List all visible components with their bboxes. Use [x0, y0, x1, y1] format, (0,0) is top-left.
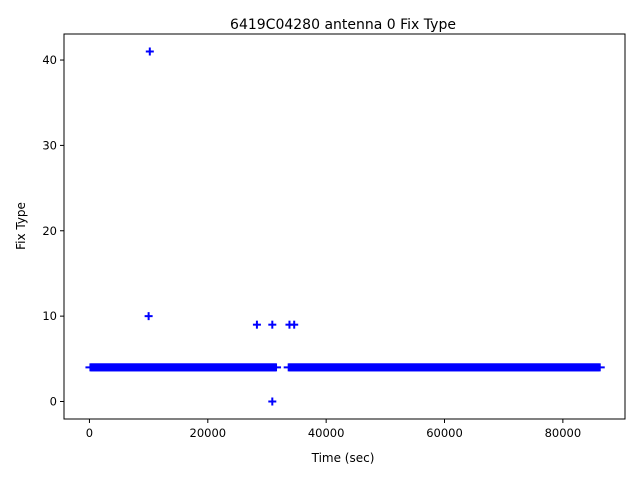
data-marks	[85, 47, 605, 406]
x-tick-label: 0	[86, 426, 93, 440]
y-axis: 0 10 20 30 40	[42, 53, 64, 409]
plot-area	[63, 33, 626, 420]
x-axis-label: Time (sec)	[311, 451, 375, 465]
y-tick-label: 10	[42, 309, 57, 323]
data-point	[268, 397, 277, 406]
y-axis-label: Fix Type	[14, 202, 28, 250]
dense-segment-fill	[89, 363, 278, 372]
x-axis: 0 20000 40000 60000 80000	[86, 419, 581, 440]
data-point	[268, 320, 277, 329]
y-tick-label: 0	[50, 395, 57, 409]
data-point	[290, 320, 299, 329]
y-tick-label: 30	[42, 138, 57, 152]
plot-frame	[63, 33, 626, 420]
data-point	[144, 312, 153, 321]
dense-segment-fill	[287, 363, 601, 372]
x-tick-label: 80000	[545, 426, 582, 440]
y-tick-label: 40	[42, 53, 57, 67]
x-tick-label: 60000	[426, 426, 463, 440]
data-point	[145, 47, 154, 56]
data-point	[252, 320, 261, 329]
x-tick-label: 20000	[190, 426, 227, 440]
x-tick-label: 40000	[308, 426, 345, 440]
y-tick-label: 20	[42, 224, 57, 238]
chart-title: 6419C04280 antenna 0 Fix Type	[230, 17, 456, 33]
